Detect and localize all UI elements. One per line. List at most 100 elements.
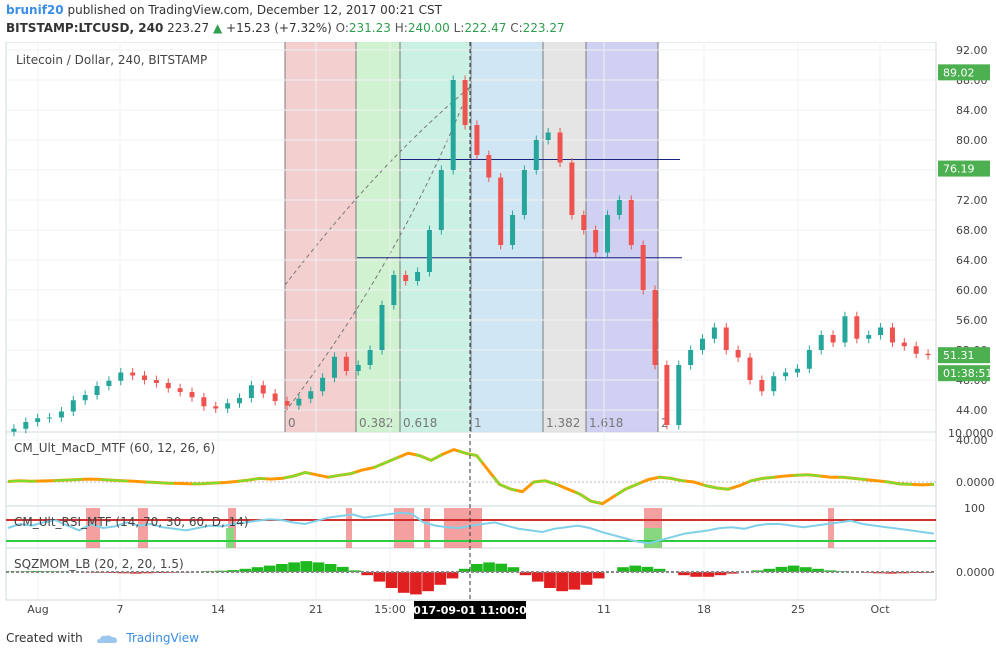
rsi-title: CM_Ult_RSI_MTF (14, 70, 30, 60, D, 14) xyxy=(14,515,249,529)
candle-body xyxy=(569,162,575,215)
fib-zone-band xyxy=(543,42,586,432)
sqzmom-bar xyxy=(251,567,264,572)
candle-body xyxy=(854,316,860,339)
sqzmom-bar xyxy=(556,572,568,592)
candle-body xyxy=(23,422,29,429)
candle-body xyxy=(866,335,872,339)
candle-body xyxy=(94,386,100,395)
candle-body xyxy=(593,230,599,253)
candles xyxy=(11,75,931,437)
y-tick-label: 92.00 xyxy=(956,44,988,57)
candle-body xyxy=(47,417,53,419)
candle-body xyxy=(260,385,266,394)
candle-body xyxy=(415,272,421,281)
fib-zone-band xyxy=(285,42,356,432)
open-value: 231.23 xyxy=(348,21,391,35)
sqzmom-bar xyxy=(580,572,593,585)
fib-zone-label: 0.618 xyxy=(403,416,437,430)
sqzmom-bar xyxy=(361,572,374,576)
sqzmom-pane[interactable] xyxy=(5,547,937,601)
sqzmom-bar xyxy=(812,568,824,572)
candle-body xyxy=(711,327,717,339)
sqzmom-bar xyxy=(544,572,556,588)
candle-body xyxy=(913,346,919,354)
sqzmom-bar xyxy=(312,562,325,572)
sqzmom-bar xyxy=(446,572,459,579)
sqzmom-bar xyxy=(531,572,544,582)
sqzmom-bar xyxy=(288,562,300,572)
macd-title: CM_Ult_MacD_MTF (60, 12, 26, 6) xyxy=(14,441,215,455)
candle-body xyxy=(426,230,432,272)
price-badge xyxy=(938,365,990,382)
candle-body xyxy=(735,350,741,358)
y-tick-label: 72.00 xyxy=(956,194,988,207)
sqzmom-bar xyxy=(799,567,812,572)
candle-body xyxy=(759,380,765,392)
rsi-overbought-band xyxy=(828,508,834,548)
sqzmom-bar xyxy=(678,572,690,576)
candle-body xyxy=(878,327,884,335)
candle-body xyxy=(510,215,516,245)
candle-body xyxy=(438,170,444,230)
candle-body xyxy=(700,338,705,350)
horizontal-lines[interactable] xyxy=(357,159,682,259)
x-tick-label: 21 xyxy=(309,603,323,616)
tradingview-cloud-icon xyxy=(96,634,117,643)
sqzmom-bar xyxy=(787,565,800,572)
macd-y-tick: 0.0000 xyxy=(956,476,995,489)
sqzmom-bar xyxy=(93,572,105,573)
x-tick-label: 14 xyxy=(211,603,225,616)
candle-body xyxy=(308,391,314,399)
macd-pane[interactable] xyxy=(5,431,937,507)
x-tick-label: 18 xyxy=(697,603,711,616)
candle-body xyxy=(153,380,159,383)
author-link[interactable]: brunif20 xyxy=(6,3,64,17)
x-tick-label: Oct xyxy=(870,603,890,616)
candle-body xyxy=(889,327,895,343)
candle-body xyxy=(652,290,658,365)
candle-body xyxy=(367,350,373,365)
rsi-overbought-band xyxy=(346,508,352,548)
macd-line xyxy=(7,448,935,505)
sqzmom-bar xyxy=(422,572,434,592)
rsi-series xyxy=(6,508,936,548)
y-tick-label: 60.00 xyxy=(956,284,988,297)
sqzmom-bar xyxy=(617,567,629,572)
low-value: 222.47 xyxy=(464,21,507,35)
candle-body xyxy=(664,365,670,425)
candle-body xyxy=(925,353,931,356)
candle-body xyxy=(225,403,231,409)
y-tick-label: 44.00 xyxy=(956,404,988,417)
sqzmom-bar xyxy=(775,566,788,572)
candle-body xyxy=(818,335,824,350)
last-price: 223.27 xyxy=(167,21,210,35)
x-tick-label: 25 xyxy=(791,603,805,616)
candle-body xyxy=(118,372,124,381)
sqzmom-bar xyxy=(641,566,654,572)
candle-body xyxy=(284,401,290,406)
rsi-overbought-band xyxy=(394,508,414,548)
created-with-label: Created with xyxy=(6,631,83,645)
rsi-oversold-band xyxy=(644,528,662,548)
close-value: 223.27 xyxy=(522,21,565,35)
y-tick-label: 56.00 xyxy=(956,314,988,327)
sqzmom-bar xyxy=(44,571,57,572)
candle-body xyxy=(794,368,800,373)
macd-y-tick: 10.0000 xyxy=(948,427,994,440)
rsi-overbought-band xyxy=(138,508,148,548)
rsi-y-tick: 100 xyxy=(964,502,985,515)
candle-body xyxy=(688,350,694,365)
rsi-line xyxy=(7,511,935,545)
tradingview-brand[interactable]: TradingView xyxy=(126,631,199,645)
candle-body xyxy=(35,418,41,422)
rsi-overbought-band xyxy=(424,508,430,548)
candle-body xyxy=(177,388,183,392)
sqzmom-bar xyxy=(324,564,337,572)
sqzmom-series xyxy=(6,561,936,595)
price-badge-label: 76.19 xyxy=(943,163,975,176)
candle-body xyxy=(830,335,836,343)
fib-zone-label: 1.382 xyxy=(546,416,580,430)
price-badge xyxy=(938,160,990,177)
